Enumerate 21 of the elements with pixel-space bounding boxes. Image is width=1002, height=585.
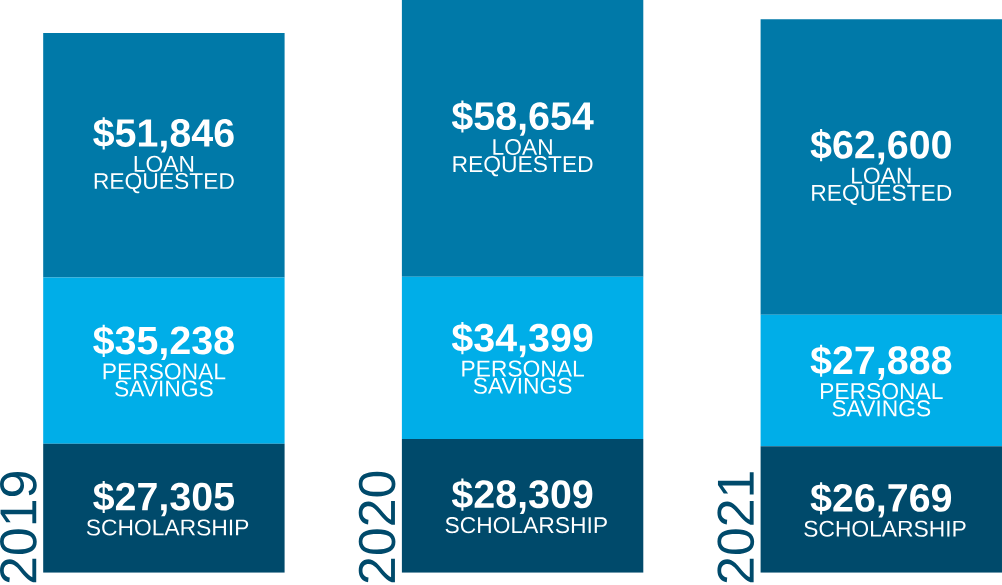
text: PERSONAL SAVINGS — [462, 360, 584, 394]
data-label: $27,888 — [810, 344, 952, 381]
text: SCHOLARSHIP — [445, 517, 607, 534]
data-label: $26,769 — [810, 482, 952, 518]
series-label: PERSONAL SAVINGS — [821, 383, 943, 417]
text: LOAN REQUESTED — [812, 167, 952, 206]
text: SCHOLARSHIP — [86, 519, 249, 536]
text: LOAN REQUESTED — [453, 138, 593, 177]
x-tick-label: 2020 — [358, 471, 396, 583]
data-label: $35,238 — [93, 324, 234, 361]
x-tick-label: 2019 — [0, 472, 37, 583]
series-label: SCHOLARSHIP — [804, 520, 966, 537]
x-tick-label: 2021 — [717, 472, 755, 583]
data-label: $27,305 — [93, 480, 235, 517]
data-label: $51,846 — [93, 117, 234, 153]
data-label: $28,309 — [451, 478, 593, 514]
text: PERSONAL SAVINGS — [103, 363, 226, 397]
data-label: $58,654 — [451, 100, 594, 136]
series-label: LOAN REQUESTED — [94, 155, 234, 194]
data-label: $62,600 — [810, 129, 951, 165]
data-label: $34,399 — [451, 322, 593, 358]
